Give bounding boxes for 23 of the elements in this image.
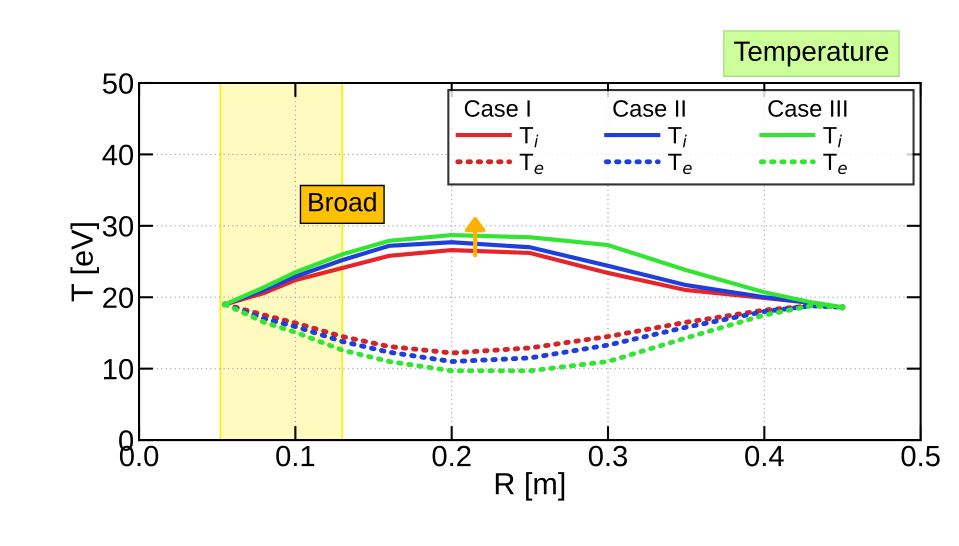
x-tick-label: 0.4 [745, 446, 784, 466]
annotation: Case II [613, 100, 685, 117]
legend-label: T$_{i}$ [668, 127, 687, 148]
chart-title: Temperature [734, 42, 888, 67]
annotation: Case I [464, 100, 530, 117]
y-tick-label: 10 [104, 358, 134, 380]
y-tick-label: 20 [103, 287, 134, 308]
legend-label: T$_{i}$ [823, 127, 842, 148]
y-tick-label: 50 [102, 73, 134, 94]
x-tick-label: 0.5 [902, 446, 940, 466]
legend-label: T$_{e}$ [668, 154, 692, 174]
x-axis-title: R [m] [496, 472, 564, 501]
y-axis-title: T [eV] [70, 223, 99, 302]
x-tick-label: 0.3 [588, 446, 627, 466]
x-tick-label: 0.2 [432, 446, 470, 466]
annotation: Case III [768, 100, 846, 117]
legend-label: T$_{e}$ [520, 154, 544, 174]
x-tick-label: 0.1 [276, 446, 314, 466]
y-tick-label: 40 [102, 144, 134, 166]
legend-label: T$_{i}$ [520, 127, 538, 148]
y-tick-label: 30 [102, 216, 134, 237]
band-label: Broad [309, 192, 376, 212]
legend-label: T$_{e}$ [823, 154, 847, 174]
